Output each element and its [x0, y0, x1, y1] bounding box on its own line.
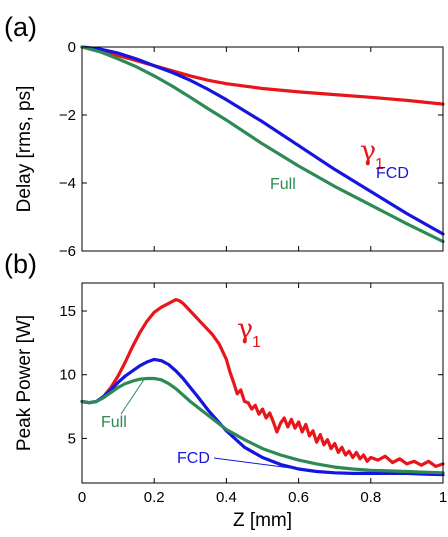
x-tick-label: 0.2 — [144, 489, 165, 506]
y-tick-label: 10 — [59, 367, 76, 384]
fcd-series-label: FCD — [177, 450, 210, 467]
gamma-1-label: γ — [237, 314, 253, 345]
gamma-1-subscript: 1 — [375, 156, 384, 173]
series-line-fcd-1 — [80, 45, 445, 236]
y-tick-label: 5 — [68, 430, 76, 447]
y-axis-label: Peak Power [W] — [14, 315, 35, 451]
series-line--0 — [80, 45, 445, 106]
x-tick-label: 0.6 — [288, 489, 309, 506]
y-tick-label: −4 — [59, 175, 76, 192]
y-tick-label: −6 — [59, 243, 76, 260]
y-tick-label: −2 — [59, 107, 76, 124]
series-line-full-2 — [80, 376, 445, 475]
panel-label: (a) — [4, 12, 37, 42]
panel-label: (b) — [4, 249, 37, 279]
series-line-full-2 — [80, 45, 445, 244]
fcd-series-label: FCD — [376, 165, 409, 182]
y-tick-label: 15 — [59, 303, 76, 320]
full-series-label: Full — [101, 414, 127, 431]
x-tick-label: 0.4 — [216, 489, 237, 506]
gamma-1-label: γ — [360, 136, 376, 167]
axes-frame — [81, 282, 444, 484]
series-line--0 — [80, 298, 445, 468]
y-axis-label: Delay [rms, ps] — [14, 86, 35, 213]
series-line-fcd-1 — [80, 357, 445, 477]
full-label-pointer — [120, 380, 144, 415]
x-tick-label: 1 — [439, 489, 447, 506]
x-tick-label: 0 — [78, 489, 86, 506]
panel-b-peak-power: 5 10 15 0 0.2 0.4 0.6 0.8 1 Peak Power [W] (b) Z [m… — [4, 249, 447, 531]
gamma-1-subscript: 1 — [252, 334, 261, 351]
x-tick-label: 0.8 — [360, 489, 381, 506]
x-axis-label: Z [mm] — [233, 510, 292, 531]
fcd-label-pointer — [213, 457, 299, 470]
axes-frame — [81, 46, 444, 252]
full-series-label: Full — [270, 176, 296, 193]
y-tick-label: 0 — [68, 39, 76, 56]
